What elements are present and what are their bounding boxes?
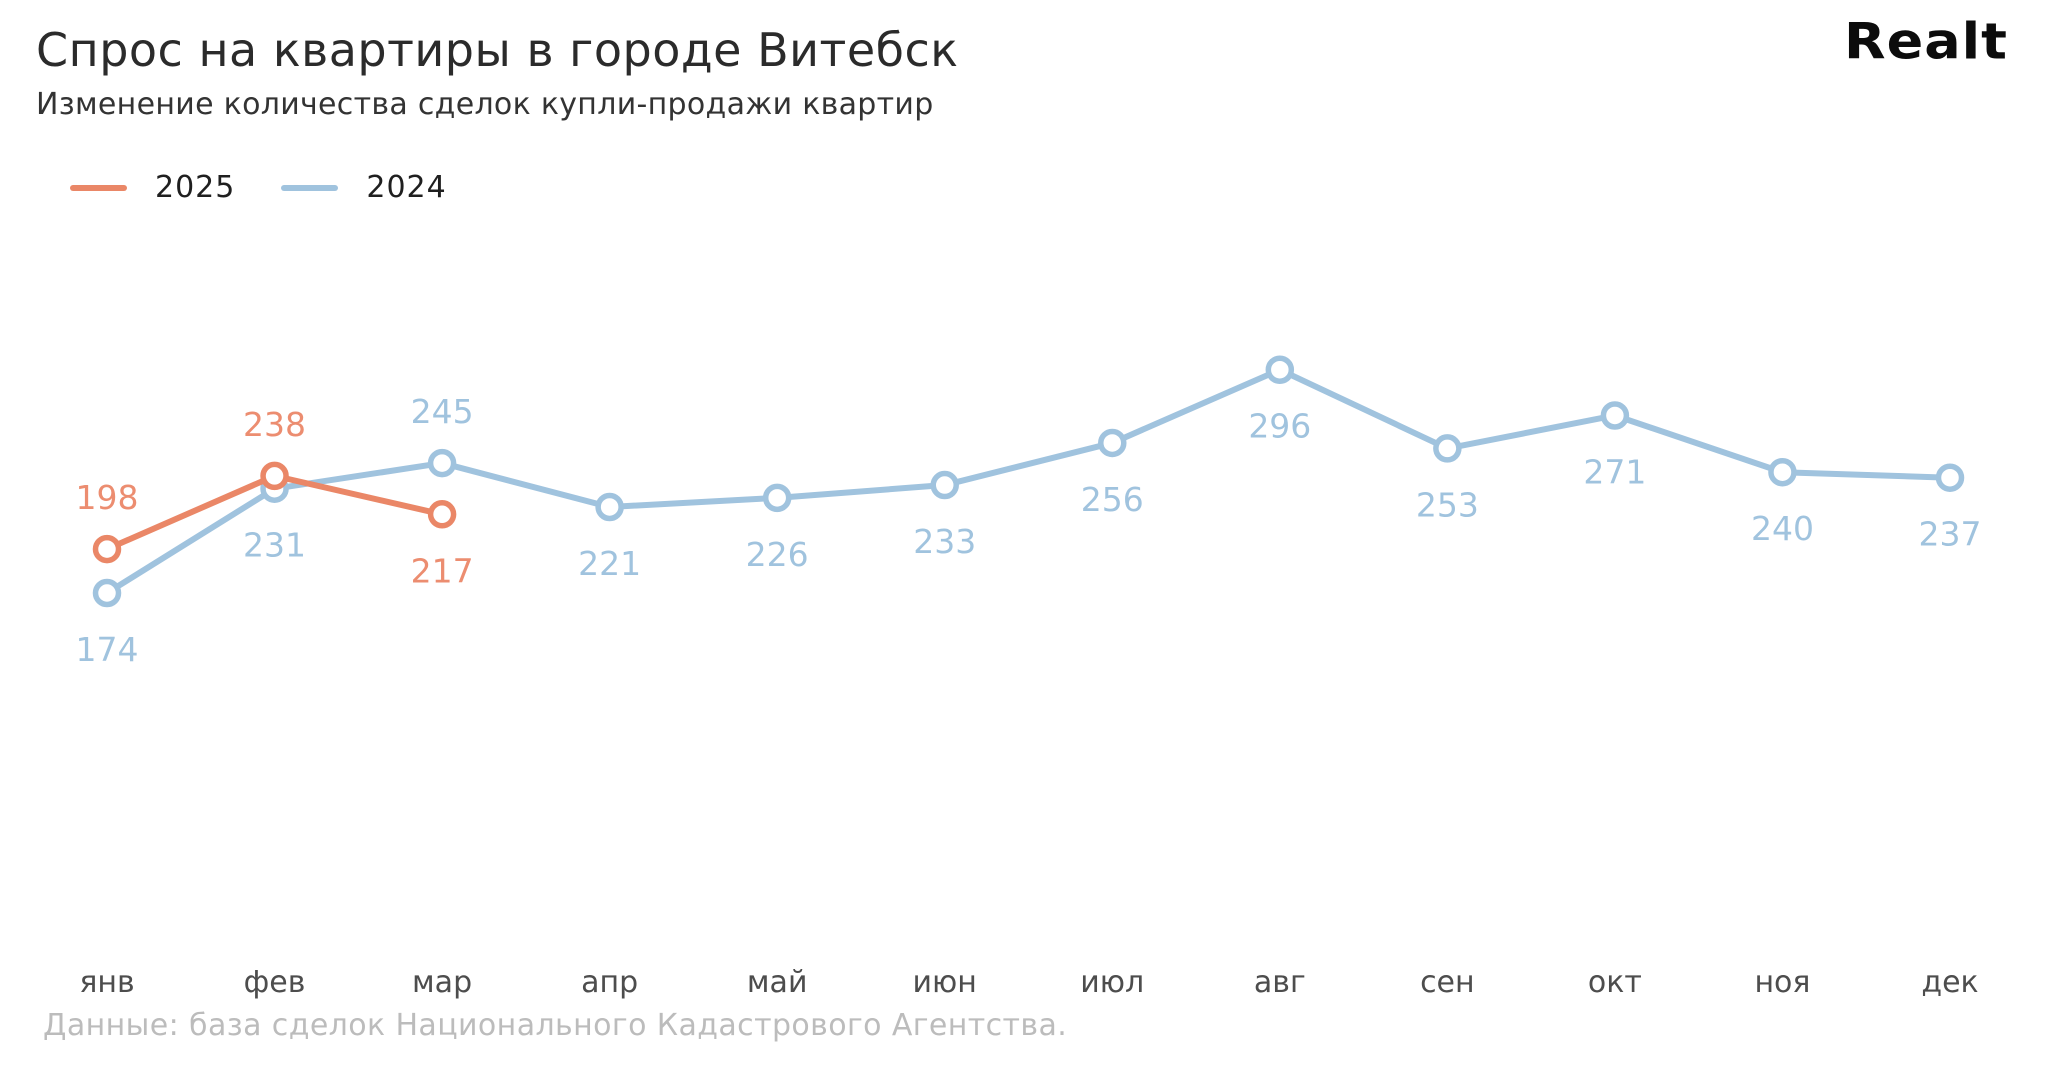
value-label-2024-янв: 174 xyxy=(76,630,139,669)
point-2025-мар xyxy=(427,500,457,529)
value-label-2024-июн: 233 xyxy=(913,522,976,561)
point-2024-сен xyxy=(1433,434,1462,463)
point-2024-дек xyxy=(1935,463,1965,492)
legend: 2025 2024 xyxy=(70,170,447,205)
point-2024-мар xyxy=(427,448,457,478)
legend-swatch-2024-icon xyxy=(281,184,339,191)
point-2025-янв xyxy=(92,534,122,564)
point-2024-июл xyxy=(1098,428,1127,458)
realt-logo: Realt xyxy=(1844,12,2008,71)
series-2025: 198 238 217 xyxy=(76,405,474,590)
value-label-2024-ноя: 240 xyxy=(1751,509,1814,548)
header: Спрос на квартиры в городе Витебск Измен… xyxy=(36,24,959,122)
x-axis-label-авг: авг xyxy=(1254,965,1306,1000)
x-axis: янв фев мар апр май июн июл авг сен окт ноя дек xyxy=(79,965,1978,1000)
x-axis-label-фев: фев xyxy=(244,965,306,1000)
x-axis-label-май: май xyxy=(747,965,808,1000)
point-2024-янв xyxy=(92,578,122,608)
point-2024-июн xyxy=(930,470,959,500)
value-label-2024-мар: 245 xyxy=(411,392,474,431)
x-axis-label-окт: окт xyxy=(1588,965,1642,1000)
legend-label-2024: 2024 xyxy=(366,170,447,205)
value-label-2025-мар: 217 xyxy=(411,551,474,590)
value-label-2024-май: 226 xyxy=(746,535,809,574)
series-2024: 174 231 245 221 226 233 256 296 253 271 240 237 xyxy=(76,355,1982,669)
value-label-2024-сен: 253 xyxy=(1416,485,1479,524)
point-2024-авг xyxy=(1265,355,1295,384)
x-axis-label-мар: мар xyxy=(412,965,472,1000)
value-label-2024-фев: 231 xyxy=(243,526,306,565)
value-label-2025-фев: 238 xyxy=(243,405,306,444)
page-title: Спрос на квартиры в городе Витебск xyxy=(36,23,959,77)
point-2025-фев xyxy=(260,461,289,491)
legend-label-2025: 2025 xyxy=(155,170,236,205)
x-axis-label-июн: июн xyxy=(913,965,977,1000)
line-2024 xyxy=(104,366,1953,596)
point-2024-ноя xyxy=(1768,457,1797,487)
legend-item-2025[interactable]: 2025 xyxy=(70,170,235,205)
value-label-2024-апр: 221 xyxy=(578,544,641,583)
value-label-2024-дек: 237 xyxy=(1919,515,1982,554)
point-2024-апр xyxy=(595,492,624,522)
value-label-2024-июл: 256 xyxy=(1081,480,1144,519)
data-source-note: Данные: база сделок Национального Кадаст… xyxy=(43,1008,1068,1043)
value-label-2024-окт: 271 xyxy=(1583,452,1646,491)
x-axis-label-дек: дек xyxy=(1921,965,1978,1000)
legend-item-2024[interactable]: 2024 xyxy=(281,170,446,205)
x-axis-label-ноя: ноя xyxy=(1754,965,1810,1000)
x-axis-label-сен: сен xyxy=(1420,965,1475,1000)
x-axis-label-апр: апр xyxy=(581,965,638,1000)
x-axis-label-янв: янв xyxy=(79,965,134,1000)
point-2024-окт xyxy=(1600,401,1630,430)
legend-swatch-2025-icon xyxy=(70,184,127,191)
x-axis-label-июл: июл xyxy=(1080,965,1144,1000)
value-label-2025-янв: 198 xyxy=(76,478,139,517)
point-2024-май xyxy=(762,483,792,513)
page-subtitle: Изменение количества сделок купли-продаж… xyxy=(36,86,934,122)
value-label-2024-авг: 296 xyxy=(1248,407,1311,446)
